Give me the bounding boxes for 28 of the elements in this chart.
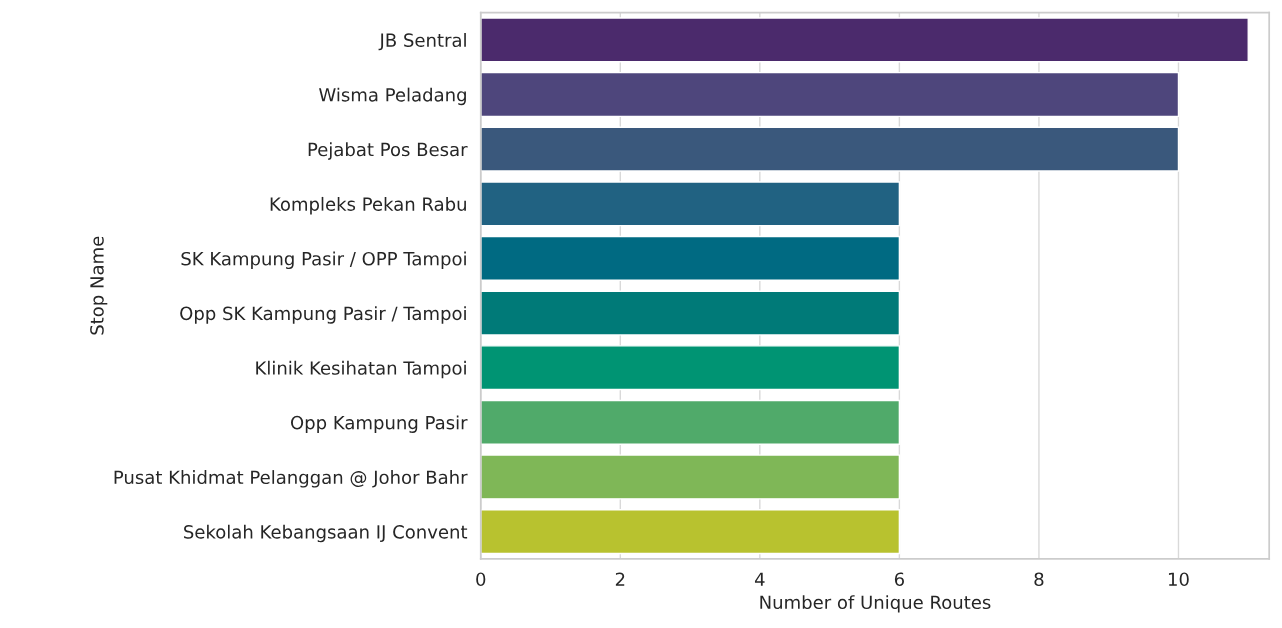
y-tick-label: Kompleks Pekan Rabu	[270, 196, 466, 215]
y-tick-label: Sekolah Kebangsaan IJ Convent	[184, 524, 468, 543]
y-tick-label: SK Kampung Pasir / OPP Tampoi	[181, 251, 466, 270]
y-tick-label: JB Sentral	[378, 33, 466, 51]
bar	[480, 399, 901, 445]
y-tick-label: Wisma Peladang	[319, 87, 466, 106]
x-tick-label: 0	[476, 572, 486, 587]
y-tick-label: Opp SK Kampung Pasir / Tampoi	[180, 306, 466, 324]
bar	[480, 454, 901, 500]
y-axis-title: Stop Name	[90, 236, 108, 335]
bar	[480, 235, 901, 281]
x-tick-label: 10	[1168, 572, 1189, 587]
x-tick-label: 2	[615, 572, 625, 586]
bar	[480, 181, 901, 227]
bar	[480, 126, 1180, 172]
bar	[480, 509, 901, 555]
y-tick-label: Pejabat Pos Besar	[308, 142, 468, 160]
bar	[480, 71, 1180, 118]
y-tick-label: Klinik Kesihatan Tampoi	[256, 360, 466, 379]
y-tick-label: Opp Kampung Pasir	[290, 415, 468, 433]
x-tick-label: 6	[894, 572, 904, 587]
bar	[480, 345, 901, 391]
x-tick-label: 8	[1034, 572, 1044, 587]
bar	[480, 17, 1249, 63]
y-tick-label: Pusat Khidmat Pelanggan @ Johor Bahr	[114, 470, 468, 488]
bar	[480, 290, 901, 336]
x-tick-label: 4	[754, 572, 765, 586]
x-axis-title: Number of Unique Routes	[760, 595, 991, 613]
